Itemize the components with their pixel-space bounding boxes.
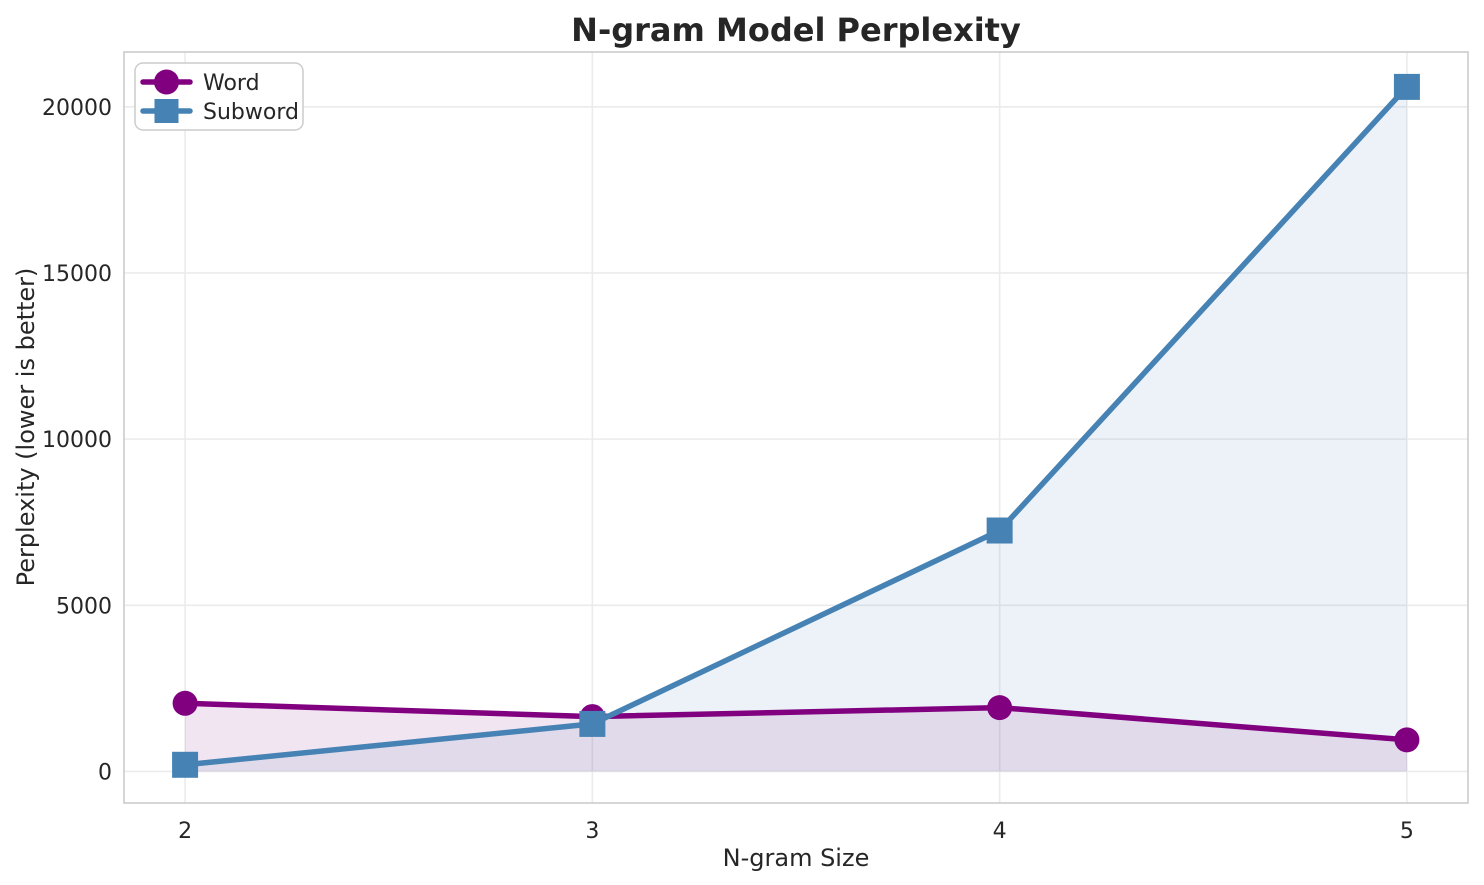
x-tick-label: 3 <box>585 819 599 844</box>
area-fill-word <box>185 703 1407 772</box>
y-tick-label: 10000 <box>42 428 112 453</box>
area-fill-subword <box>185 86 1407 772</box>
marker-subword-4 <box>986 517 1013 544</box>
series-lines <box>182 84 1410 768</box>
legend-label-word: Word <box>203 71 260 96</box>
legend: Word Subword <box>134 62 304 131</box>
y-tick-labels: 0 5000 10000 15000 20000 <box>42 96 112 786</box>
series-markers <box>172 73 1420 778</box>
marker-subword-3 <box>579 710 606 737</box>
x-tick-label: 5 <box>1400 819 1414 844</box>
x-tick-label: 4 <box>993 819 1007 844</box>
marker-word-5 <box>1394 727 1420 753</box>
line-subword <box>182 84 1410 768</box>
area-fills <box>185 86 1407 772</box>
marker-word-4 <box>987 695 1013 721</box>
x-tick-labels: 2 3 4 5 <box>178 819 1414 844</box>
y-tick-label: 5000 <box>56 594 112 619</box>
gridlines <box>124 52 1468 803</box>
x-tick-label: 2 <box>178 819 192 844</box>
chart-title: N-gram Model Perplexity <box>571 11 1021 49</box>
legend-marker-word <box>154 69 179 95</box>
line-word <box>182 700 1410 743</box>
y-tick-label: 15000 <box>42 262 112 287</box>
y-tick-label: 20000 <box>42 96 112 121</box>
y-tick-label: 0 <box>98 760 112 785</box>
axes-spines <box>123 51 1469 804</box>
marker-word-2 <box>172 690 198 716</box>
y-axis-label: Perplexity (lower is better) <box>12 268 40 587</box>
marker-subword-5 <box>1393 73 1420 100</box>
plot-border <box>123 51 1469 804</box>
x-axis-label: N-gram Size <box>723 844 870 872</box>
marker-subword-2 <box>172 751 199 778</box>
legend-label-subword: Subword <box>203 100 299 125</box>
legend-marker-subword <box>154 99 179 123</box>
